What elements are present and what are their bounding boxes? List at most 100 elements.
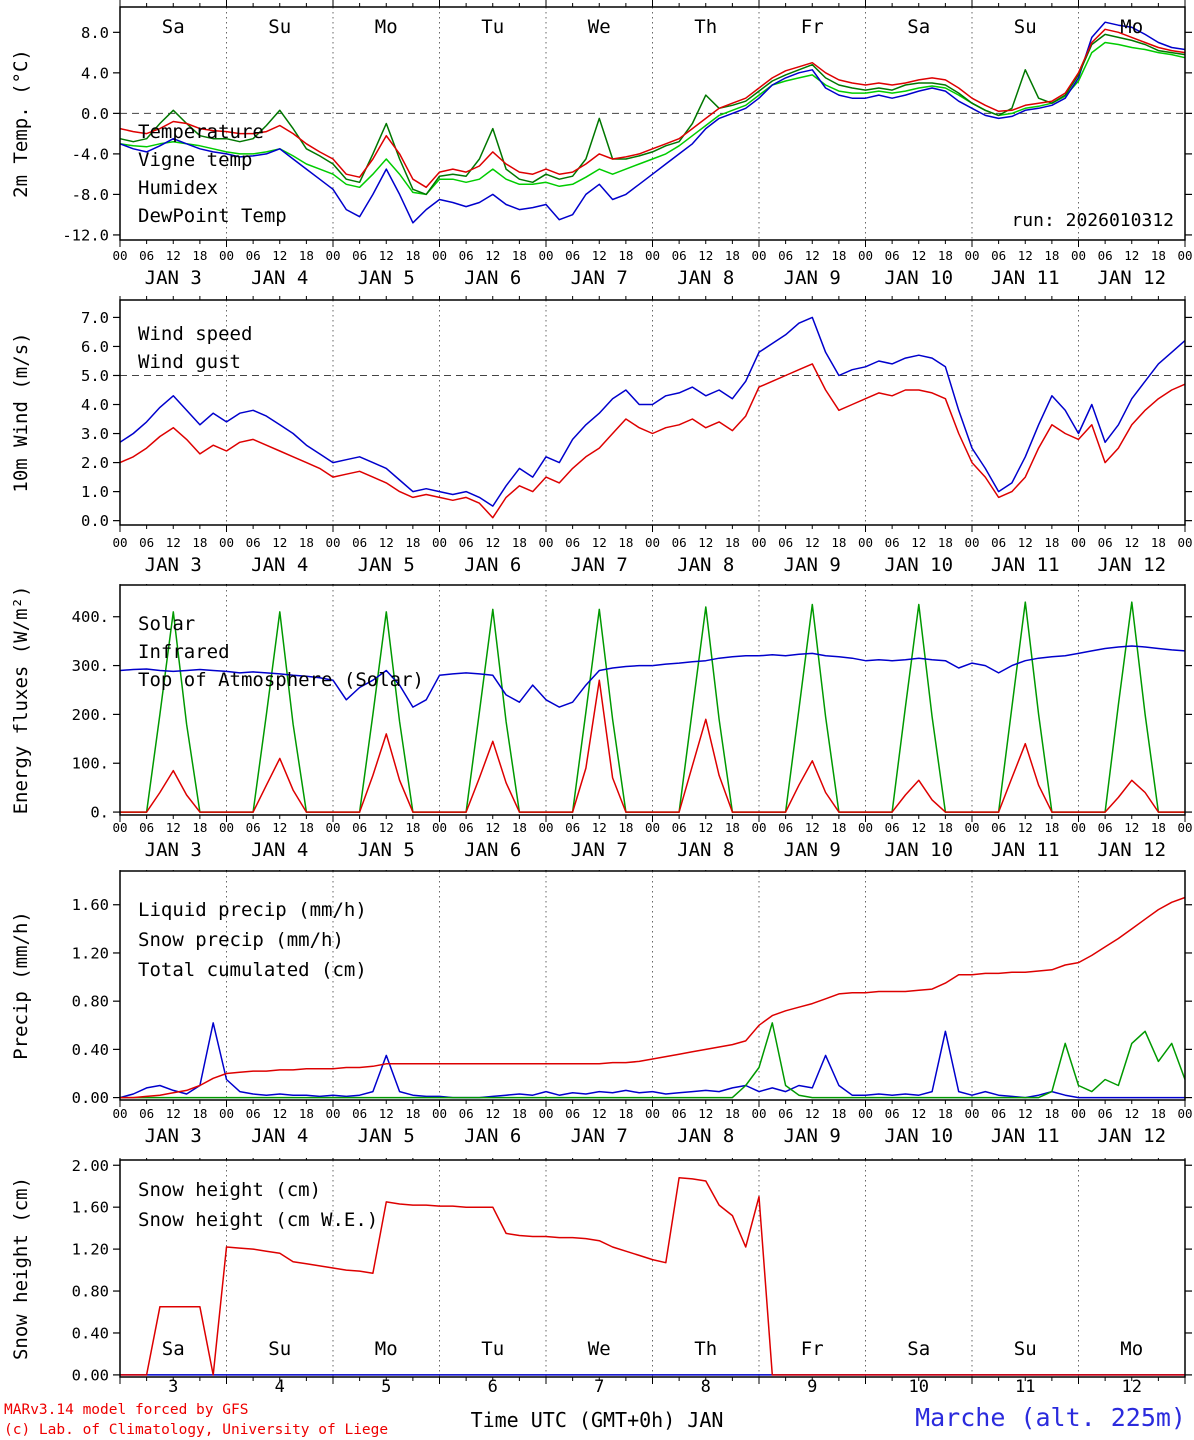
day-label: JAN 5 — [358, 1125, 415, 1147]
series-line-dewpoint-temp — [119, 41, 1186, 196]
hour-tick-label: 06 — [885, 1106, 900, 1121]
hour-tick-label: 00 — [325, 820, 340, 835]
day-label: JAN 10 — [884, 267, 953, 289]
weekday-label: Th — [694, 1338, 717, 1360]
y-axis-title: Snow height (cm) — [10, 1177, 32, 1360]
hour-tick-label: 06 — [246, 1106, 261, 1121]
day-label: JAN 9 — [784, 1125, 841, 1147]
hour-tick-label: 12 — [379, 1106, 394, 1121]
energy-flux-panel: 400. 300. 200. 100. 0. Energy fluxes (W/m²) So… — [10, 584, 1193, 861]
hour-tick-label: 06 — [139, 1106, 154, 1121]
y-tick-label: 4.0 — [81, 64, 109, 82]
weekday-label: Su — [1014, 1338, 1037, 1360]
hour-tick-label: 12 — [911, 248, 926, 263]
hour-tick-label: 12 — [272, 248, 287, 263]
hour-tick-label: 12 — [485, 1106, 500, 1121]
y-axis-title: 2m Temp. (°C) — [10, 49, 32, 198]
station-label: Marche (alt. 225m) — [915, 1403, 1186, 1432]
hour-tick-label: 00 — [964, 535, 979, 550]
legend-item: Total cumulated (cm) — [138, 959, 367, 981]
hour-tick-label: 06 — [352, 248, 367, 263]
hour-tick-label: 06 — [672, 1106, 687, 1121]
legend-item: Top of Atmosphere (Solar) — [138, 669, 424, 691]
y-tick-label: -12.0 — [62, 226, 109, 244]
hour-tick-label: 00 — [1071, 1106, 1086, 1121]
weekday-label: Su — [1014, 16, 1037, 38]
hour-tick-label: 06 — [139, 535, 154, 550]
series-line-humidex — [119, 21, 1186, 224]
series-line-wind-gust — [119, 316, 1186, 507]
y-tick-label: 8.0 — [81, 24, 109, 42]
hour-tick-label: 12 — [485, 248, 500, 263]
hour-tick-label: 12 — [805, 1106, 820, 1121]
hour-tick-label: 00 — [858, 820, 873, 835]
hour-tick-label: 18 — [618, 1106, 633, 1121]
legend-item: Wind gust — [138, 351, 241, 373]
legend-item: Vigne temp — [138, 149, 252, 171]
legend-item: Solar — [138, 613, 195, 635]
hour-tick-label: 00 — [964, 1106, 979, 1121]
day-label: JAN 4 — [251, 554, 308, 576]
legend-item: DewPoint Temp — [138, 205, 287, 227]
day-label: JAN 11 — [991, 267, 1060, 289]
hour-tick-label: 18 — [512, 820, 527, 835]
day-label: JAN 4 — [251, 1125, 308, 1147]
hour-tick-label: 18 — [405, 820, 420, 835]
weekday-label: Sa — [162, 16, 185, 38]
hour-tick-label: 12 — [592, 1106, 607, 1121]
hour-tick-label: 12 — [805, 248, 820, 263]
hour-tick-label: 12 — [1018, 1106, 1033, 1121]
hour-tick-label: 12 — [272, 1106, 287, 1121]
day-label: JAN 6 — [464, 839, 521, 861]
lab-credit: (c) Lab. of Climatology, University of L… — [4, 1421, 389, 1438]
hour-tick-label: 06 — [991, 1106, 1006, 1121]
hour-tick-label: 00 — [325, 535, 340, 550]
y-tick-label: 1.60 — [72, 896, 109, 914]
hour-tick-label: 00 — [645, 820, 660, 835]
y-axis-title: Precip (mm/h) — [10, 911, 32, 1060]
hour-tick-label: 06 — [459, 820, 474, 835]
hour-tick-label: 00 — [858, 535, 873, 550]
hour-tick-label: 06 — [885, 248, 900, 263]
hour-tick-label: 00 — [219, 535, 234, 550]
y-tick-label: 100. — [72, 755, 109, 773]
run-label: run: 2026010312 — [1011, 210, 1174, 231]
hour-tick-label: 06 — [565, 248, 580, 263]
series-line-liquid-precip — [120, 1022, 1186, 1099]
hour-tick-label: 12 — [1124, 248, 1139, 263]
hour-tick-label: 12 — [272, 820, 287, 835]
hour-tick-label: 18 — [1044, 535, 1059, 550]
day-label: JAN 7 — [571, 267, 628, 289]
hour-tick-label: 00 — [1177, 248, 1192, 263]
day-label: JAN 8 — [677, 267, 734, 289]
hour-tick-label: 18 — [405, 1106, 420, 1121]
day-label: JAN 6 — [464, 267, 521, 289]
hour-tick-label: 06 — [885, 535, 900, 550]
y-tick-label: 0.0 — [81, 105, 109, 123]
hour-tick-label: 06 — [778, 820, 793, 835]
weekday-label: Mo — [375, 16, 398, 38]
series-line-wind-speed — [119, 363, 1186, 519]
day-label: JAN 5 — [358, 267, 415, 289]
hour-tick-label: 18 — [299, 1106, 314, 1121]
day-label: JAN 6 — [464, 1125, 521, 1147]
hour-tick-label: 00 — [751, 820, 766, 835]
hour-tick-label: 06 — [246, 248, 261, 263]
hour-tick-label: 06 — [672, 535, 687, 550]
hour-tick-label: 12 — [698, 248, 713, 263]
hour-tick-label: 06 — [352, 820, 367, 835]
hour-tick-label: 00 — [1071, 535, 1086, 550]
hour-tick-label: 18 — [405, 248, 420, 263]
hour-tick-label: 18 — [831, 1106, 846, 1121]
day-number-label: 8 — [701, 1377, 711, 1397]
day-label: JAN 12 — [1097, 554, 1166, 576]
day-number-label: 12 — [1122, 1377, 1142, 1397]
hour-tick-label: 18 — [1151, 1106, 1166, 1121]
y-tick-label: 0.40 — [72, 1324, 109, 1342]
y-axis-title: 10m Wind (m/s) — [10, 332, 32, 492]
legend-item: Snow precip (mm/h) — [138, 929, 344, 951]
y-tick-label: 0. — [90, 804, 109, 822]
weekday-label: Mo — [1120, 16, 1143, 38]
hour-tick-label: 00 — [325, 1106, 340, 1121]
